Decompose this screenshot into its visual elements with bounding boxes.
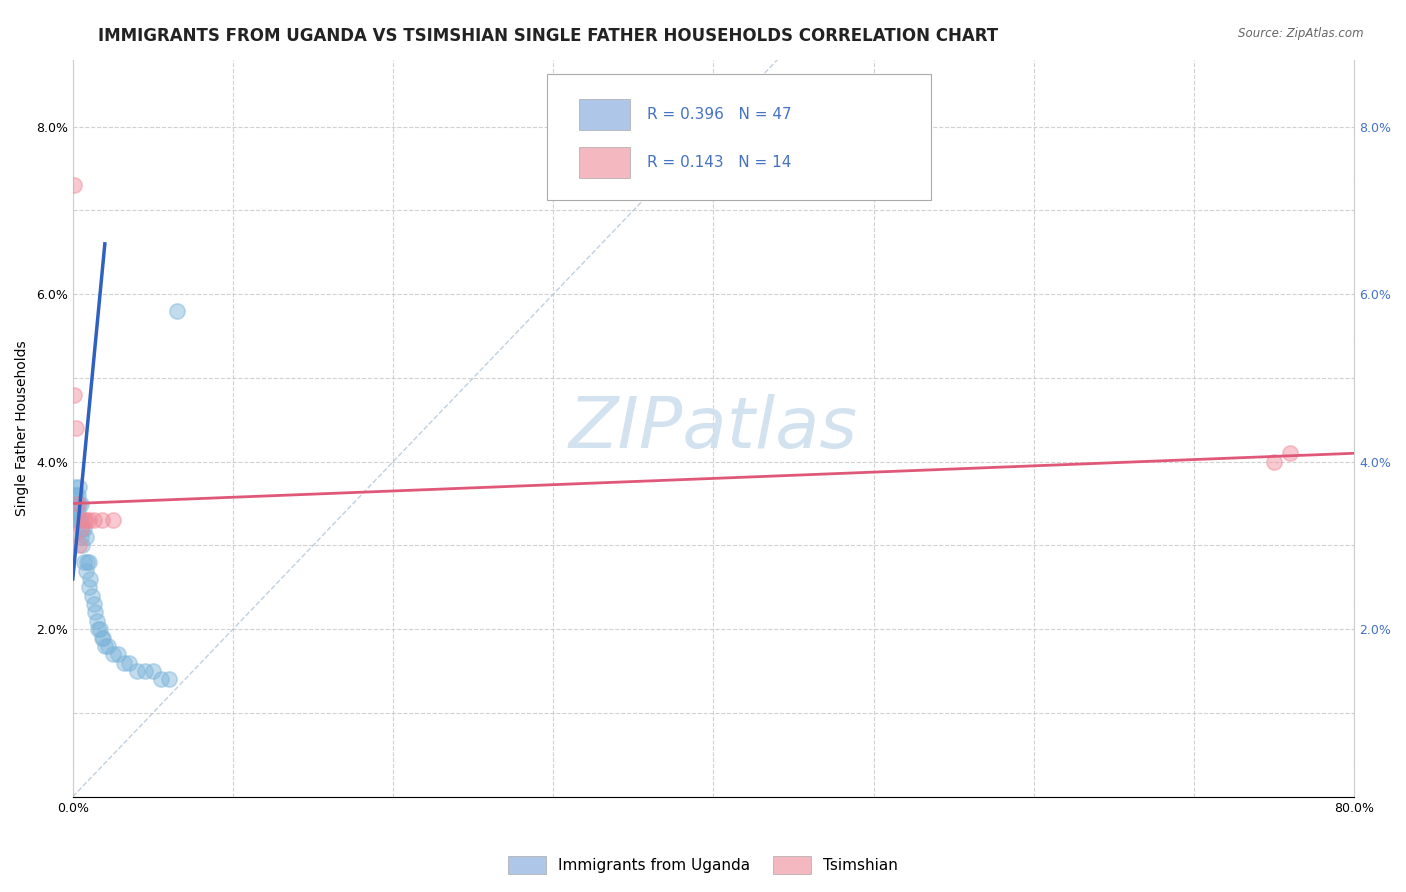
Point [83, 513, 105, 527]
Point [69, 530, 91, 544]
Point [90, 513, 112, 527]
Point [83, 597, 105, 611]
Point [87, 622, 110, 636]
Point [66, 505, 89, 519]
Point [118, 656, 141, 670]
Point [72, 522, 94, 536]
Point [62, 178, 84, 193]
Point [94, 639, 117, 653]
Point [90, 631, 112, 645]
Point [75, 513, 97, 527]
Point [73, 555, 96, 569]
Point [69, 513, 91, 527]
Point [77, 555, 100, 569]
Point [97, 639, 120, 653]
Point [66, 497, 89, 511]
Point [91, 631, 114, 645]
Point [73, 513, 96, 527]
Point [86, 614, 108, 628]
Point [142, 664, 165, 678]
Text: R = 0.396   N = 47: R = 0.396 N = 47 [647, 107, 792, 122]
Bar [579, 99, 630, 130]
Point [73, 522, 96, 536]
Point [1263, 455, 1285, 469]
Point [66, 497, 89, 511]
Point [72, 538, 94, 552]
Point [75, 564, 97, 578]
Point [69, 497, 91, 511]
Point [134, 664, 156, 678]
Bar [579, 147, 630, 178]
Point [76, 555, 98, 569]
Point [63, 488, 86, 502]
Point [79, 572, 101, 586]
Point [62, 513, 84, 527]
Point [67, 480, 90, 494]
Text: ZIPatlas: ZIPatlas [569, 393, 858, 463]
Point [77, 513, 100, 527]
Text: IMMIGRANTS FROM UGANDA VS TSIMSHIAN SINGLE FATHER HOUSEHOLDS CORRELATION CHART: IMMIGRANTS FROM UGANDA VS TSIMSHIAN SING… [98, 27, 998, 45]
Point [63, 387, 86, 401]
Point [65, 421, 87, 435]
Y-axis label: Single Father Households: Single Father Households [15, 341, 30, 516]
Point [65, 505, 87, 519]
Legend: Immigrants from Uganda, Tsimshian: Immigrants from Uganda, Tsimshian [502, 850, 904, 880]
Point [69, 522, 91, 536]
Point [67, 538, 90, 552]
Point [66, 488, 89, 502]
Point [67, 513, 90, 527]
Point [80, 589, 103, 603]
Point [89, 622, 111, 636]
Point [101, 513, 124, 527]
Point [107, 648, 129, 662]
Text: R = 0.143   N = 14: R = 0.143 N = 14 [647, 155, 792, 170]
Point [112, 656, 135, 670]
Point [166, 304, 188, 318]
Point [1279, 446, 1302, 460]
Point [63, 497, 86, 511]
Point [75, 530, 97, 544]
Point [84, 606, 107, 620]
Point [125, 664, 148, 678]
Point [77, 580, 100, 594]
FancyBboxPatch shape [547, 74, 931, 200]
Point [65, 488, 87, 502]
Point [149, 673, 172, 687]
Point [66, 513, 89, 527]
Point [63, 505, 86, 519]
Point [101, 648, 124, 662]
Point [157, 673, 180, 687]
Point [67, 497, 90, 511]
Point [63, 480, 86, 494]
Text: Source: ZipAtlas.com: Source: ZipAtlas.com [1239, 27, 1364, 40]
